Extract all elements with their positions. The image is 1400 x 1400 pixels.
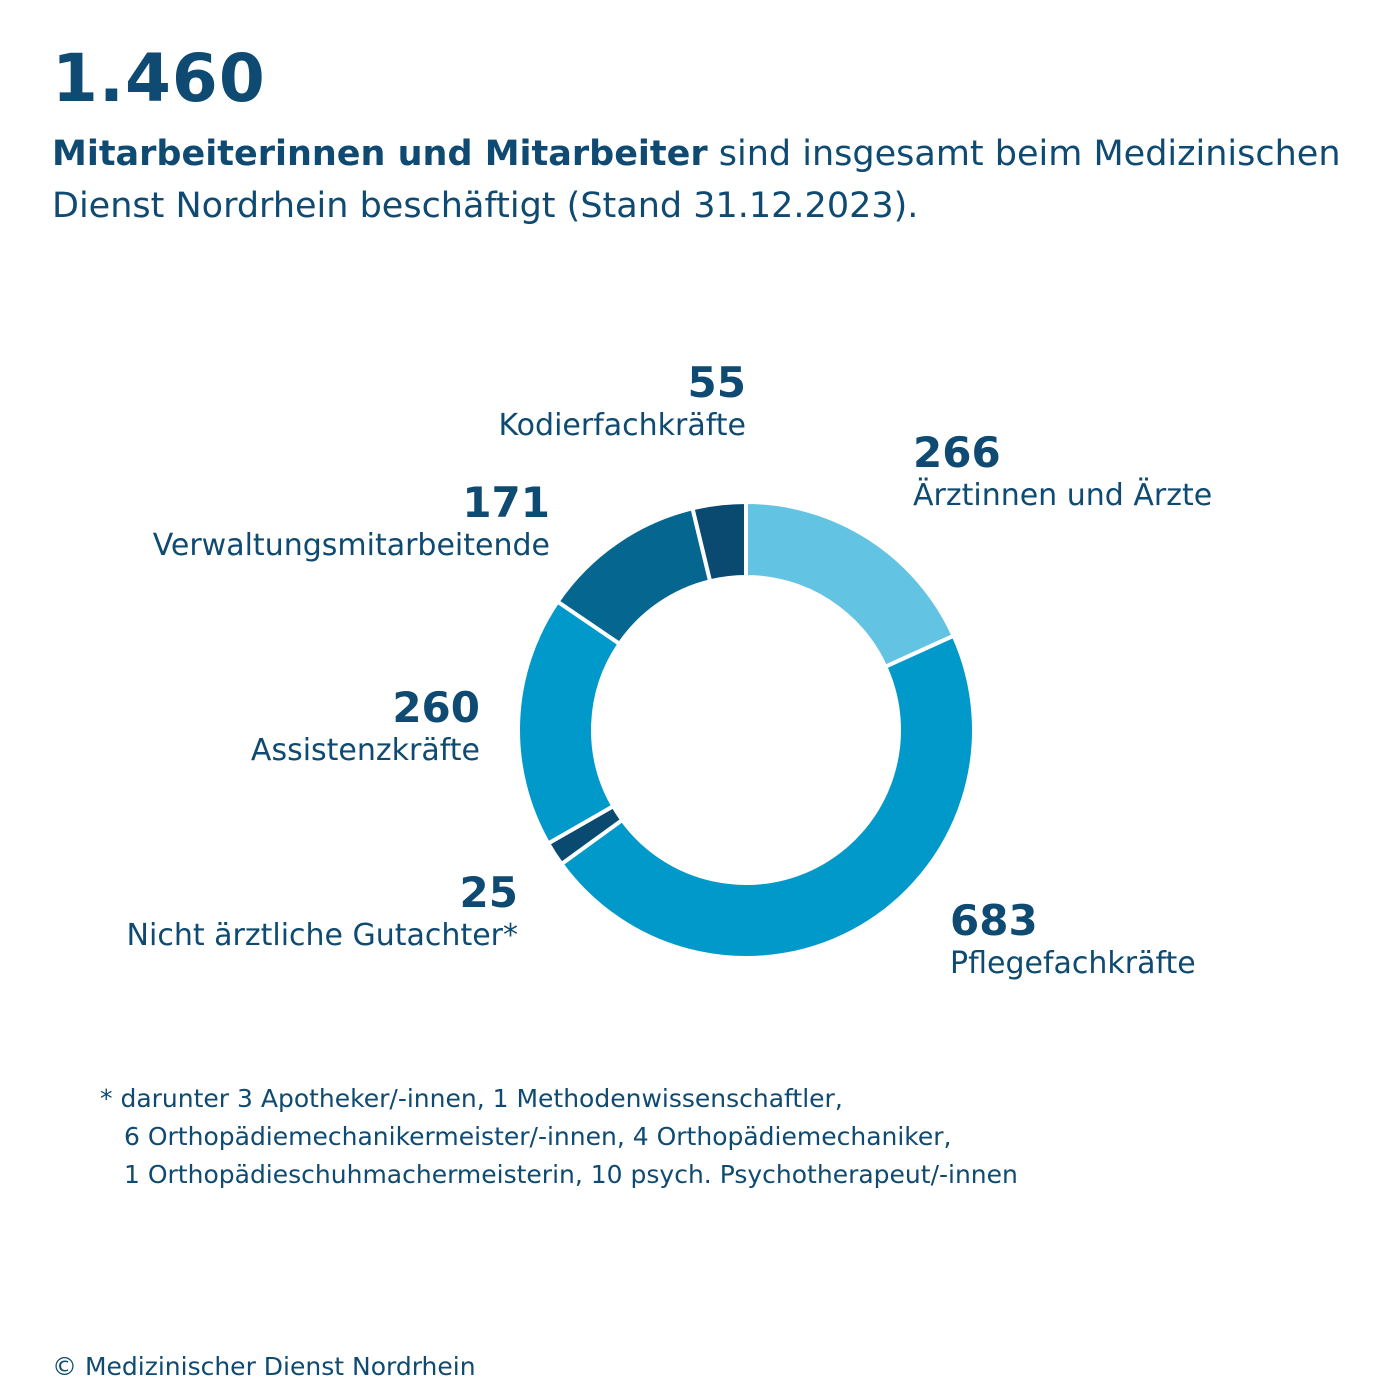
category-label-aerzte: Ärztinnen und Ärzte bbox=[913, 478, 1213, 513]
label-kodier: 55 Kodierfachkräfte bbox=[499, 360, 747, 446]
label-aerzte: 266 Ärztinnen und Ärzte bbox=[913, 430, 1212, 516]
category-label-verwaltung: Verwaltungsmitarbeitende bbox=[152, 528, 550, 563]
value-label-kodier: 55 bbox=[687, 358, 746, 407]
footnote-line-2: 6 Orthopädiemechanikermeister/-innen, 4 … bbox=[124, 1122, 952, 1151]
headline-rest: sind insgesamt beim Medizinischen Dienst… bbox=[52, 134, 1341, 226]
copyright: © Medizinischer Dienst Nordrhein bbox=[52, 1352, 476, 1381]
slice-kodier bbox=[690, 499, 748, 584]
category-label-pflege: Pflegefachkräfte bbox=[950, 946, 1196, 981]
value-label-aerzte: 266 bbox=[913, 428, 1001, 477]
donut-slices bbox=[516, 499, 976, 960]
headline-bold: Mitarbeiterinnen und Mitarbeiter bbox=[52, 134, 708, 174]
footnote-line-1: * darunter 3 Apotheker/-innen, 1 Methode… bbox=[100, 1084, 843, 1113]
value-label-verwaltung: 171 bbox=[462, 478, 550, 527]
label-pflege: 683 Pflegefachkräfte bbox=[950, 898, 1196, 984]
value-label-gutachter: 25 bbox=[459, 868, 518, 917]
slice-aerzte bbox=[744, 499, 957, 670]
category-label-kodier: Kodierfachkräfte bbox=[498, 408, 747, 443]
category-label-assistenz: Assistenzkräfte bbox=[250, 733, 480, 768]
footnote: * darunter 3 Apotheker/-innen, 1 Methode… bbox=[100, 1080, 1018, 1194]
label-gutachter: 25 Nicht ärztliche Gutachter* bbox=[127, 870, 518, 956]
footnote-line-3: 1 Orthopädieschuhmachermeisterin, 10 psy… bbox=[124, 1160, 1018, 1189]
total-count: 1.460 bbox=[52, 40, 266, 117]
value-label-pflege: 683 bbox=[950, 896, 1038, 945]
value-label-assistenz: 260 bbox=[392, 683, 480, 732]
label-assistenz: 260 Assistenzkräfte bbox=[251, 685, 480, 771]
category-label-gutachter: Nicht ärztliche Gutachter* bbox=[126, 918, 518, 953]
headline: Mitarbeiterinnen und Mitarbeiter sind in… bbox=[52, 128, 1372, 232]
label-verwaltung: 171 Verwaltungsmitarbeitende bbox=[153, 480, 550, 566]
slice-assistenz bbox=[516, 598, 623, 847]
slice-pflege bbox=[558, 633, 976, 960]
